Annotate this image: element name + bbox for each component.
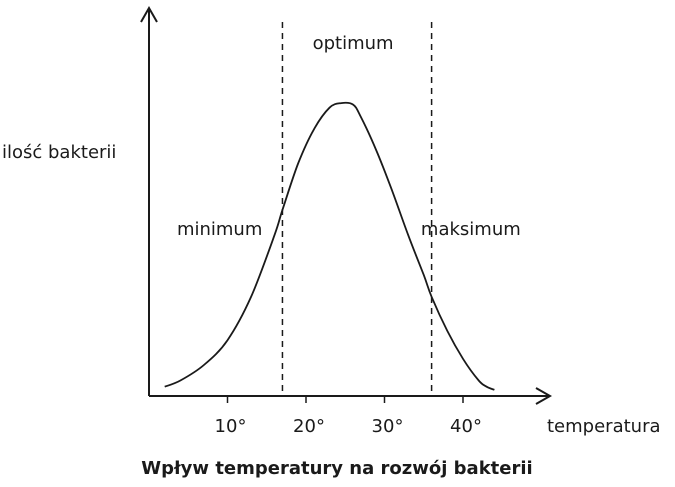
series-line [164, 101, 495, 391]
reference-lines [281, 22, 433, 396]
chart-title: Wpływ temperatury na rozwój bakterii [141, 458, 532, 479]
x-tick-label: 10° [215, 416, 247, 437]
x-tick-label: 20° [293, 416, 325, 437]
y-axis-label: ilość bakterii [2, 142, 116, 163]
x-tick-label: 40° [450, 416, 482, 437]
x-axis-arrowhead [535, 387, 553, 405]
x-ticks: 10° 20° 30° 40° [215, 396, 482, 437]
y-axis-arrowhead [140, 5, 158, 23]
x-axis-label: temperatura [547, 416, 661, 437]
annotation-minimum: minimum [177, 219, 262, 240]
series [164, 101, 495, 391]
annotations: minimum optimum maksimum [177, 33, 521, 240]
annotation-maksimum: maksimum [421, 219, 521, 240]
annotation-optimum: optimum [313, 33, 394, 54]
x-tick-label: 30° [372, 416, 404, 437]
